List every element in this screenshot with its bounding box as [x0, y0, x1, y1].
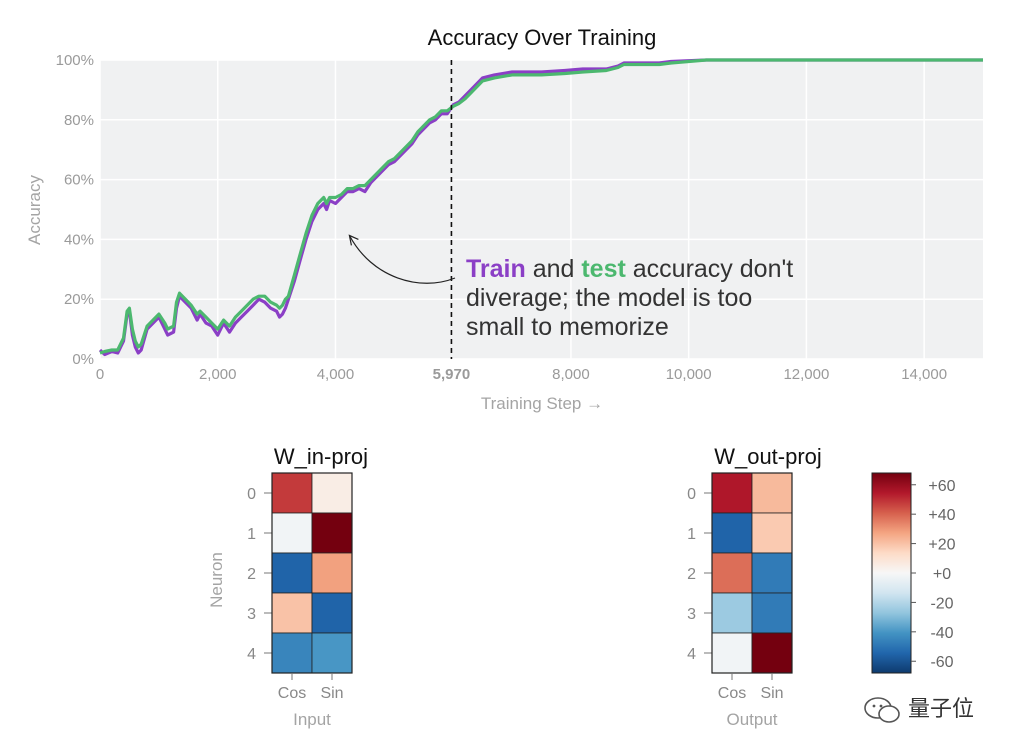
y-tick-label: 0%: [72, 351, 94, 368]
heatmap-out-cell: [711, 592, 753, 634]
colorbar-tick-label: -20: [930, 595, 953, 612]
annotation-segment: small to memorize: [466, 313, 669, 341]
y-tick-label: 80%: [64, 112, 94, 129]
colorbar-tick-label: +20: [928, 537, 955, 554]
heatmap-in-proj: 0 1 2 3 4 Cos Sin: [247, 472, 353, 702]
heatmap-out-row-label: 3: [687, 606, 696, 623]
series-line-test: [99, 58, 983, 355]
colorbar-tick-label: -60: [930, 654, 953, 671]
heatmap-out-cell: [751, 512, 793, 554]
colorbar-tick-label: +0: [933, 566, 951, 583]
annotation-arrowhead: [348, 234, 359, 246]
y-tick-label: 20%: [64, 291, 94, 308]
heatmap-in-xlabel: Input: [293, 710, 331, 729]
heatmap-out-proj: 0 1 2 3 4 Cos Sin: [687, 472, 793, 702]
heatmap-out-col-label: Cos: [718, 685, 746, 702]
heatmap-out-row-label: 2: [687, 566, 696, 583]
heatmap-out-cell: [751, 592, 793, 634]
heatmap-in-cell: [311, 472, 353, 514]
heatmap-in-cell: [271, 552, 313, 594]
annotation-segment: test: [581, 255, 626, 283]
annotation-line: Train and test accuracy don't: [466, 255, 793, 283]
heatmap-out-cell: [751, 472, 793, 514]
heatmap-in-cell: [271, 512, 313, 554]
heatmap-out-cell: [751, 552, 793, 594]
heatmap-in-cell: [271, 472, 313, 514]
watermark: 量子位: [864, 696, 974, 723]
heatmap-out-border: [711, 472, 793, 674]
colorbar-tick-label: -40: [930, 625, 953, 642]
heatmap-out-col-label: Sin: [760, 685, 783, 702]
marker-tick-label: 5,970: [433, 366, 471, 383]
annotation-segment: and: [526, 255, 582, 283]
y-tick-label: 60%: [64, 172, 94, 189]
heatmap-out-row-label: 0: [687, 486, 696, 503]
heatmap-in-col-label: Sin: [320, 685, 343, 702]
heatmap-in-row-label: 2: [247, 566, 256, 583]
x-tick-label: 10,000: [666, 366, 712, 383]
heatmap-in-cell: [311, 512, 353, 554]
x-tick-label: 14,000: [901, 366, 947, 383]
x-axis-label: Training Step →: [481, 394, 603, 413]
heatmap-in-row-label: 0: [247, 486, 256, 503]
colorbar: +60 +40 +20 +0 -20 -40 -60: [871, 472, 956, 674]
x-tick-label: 0: [96, 366, 104, 383]
y-tick-label: 100%: [56, 52, 94, 69]
series-line-train: [98, 58, 983, 357]
heatmap-out-row-label: 4: [687, 646, 696, 663]
heatmap-in-cell: [311, 632, 353, 674]
annotation-line: diverage; the model is too: [466, 284, 752, 312]
heatmap-in-cell: [311, 592, 353, 634]
heatmap-in-title: W_in-proj: [274, 444, 368, 469]
heatmap-in-cell: [271, 632, 313, 674]
accuracy-line-chart: 0 2,000 4,000 5,970 8,000 10,000 12,000 14,000 0…: [56, 52, 983, 383]
heatmap-in-row-label: 4: [247, 646, 256, 663]
heatmap-out-cell: [711, 552, 753, 594]
x-tick-label: 8,000: [552, 366, 590, 383]
heatmap-in-cell: [271, 592, 313, 634]
colorbar-gradient: [871, 472, 912, 674]
chart-title: Accuracy Over Training: [428, 25, 657, 50]
heatmap-out-cell: [711, 472, 753, 514]
heatmap-in-col-label: Cos: [278, 685, 306, 702]
x-tick-label: 2,000: [199, 366, 237, 383]
colorbar-tick-label: +40: [928, 507, 955, 524]
heatmap-out-cell: [751, 632, 793, 674]
heatmap-out-row-label: 1: [687, 526, 696, 543]
y-axis-label: Accuracy: [25, 175, 44, 245]
x-tick-label: 4,000: [317, 366, 355, 383]
heatmap-out-title: W_out-proj: [714, 444, 822, 469]
wechat-icon: [864, 697, 900, 723]
heatmap-in-border: [271, 472, 353, 674]
heatmap-in-row-label: 3: [247, 606, 256, 623]
annotation-arrow: [348, 235, 456, 284]
annotation-segment: Train: [466, 255, 526, 283]
watermark-text: 量子位: [908, 696, 974, 721]
y-tick-label: 40%: [64, 231, 94, 248]
annotation-line: small to memorize: [466, 313, 669, 341]
heatmap-out-xlabel: Output: [726, 710, 777, 729]
heatmap-out-cell: [711, 632, 753, 674]
annotation-segment: diverage; the model is too: [466, 284, 752, 312]
annotation-segment: accuracy don't: [626, 255, 793, 283]
heatmap-in-cell: [311, 552, 353, 594]
heatmap-in-ylabel: Neuron: [207, 552, 226, 608]
x-tick-label: 12,000: [783, 366, 829, 383]
heatmap-in-row-label: 1: [247, 526, 256, 543]
heatmap-out-cell: [711, 512, 753, 554]
colorbar-tick-label: +60: [928, 478, 955, 495]
